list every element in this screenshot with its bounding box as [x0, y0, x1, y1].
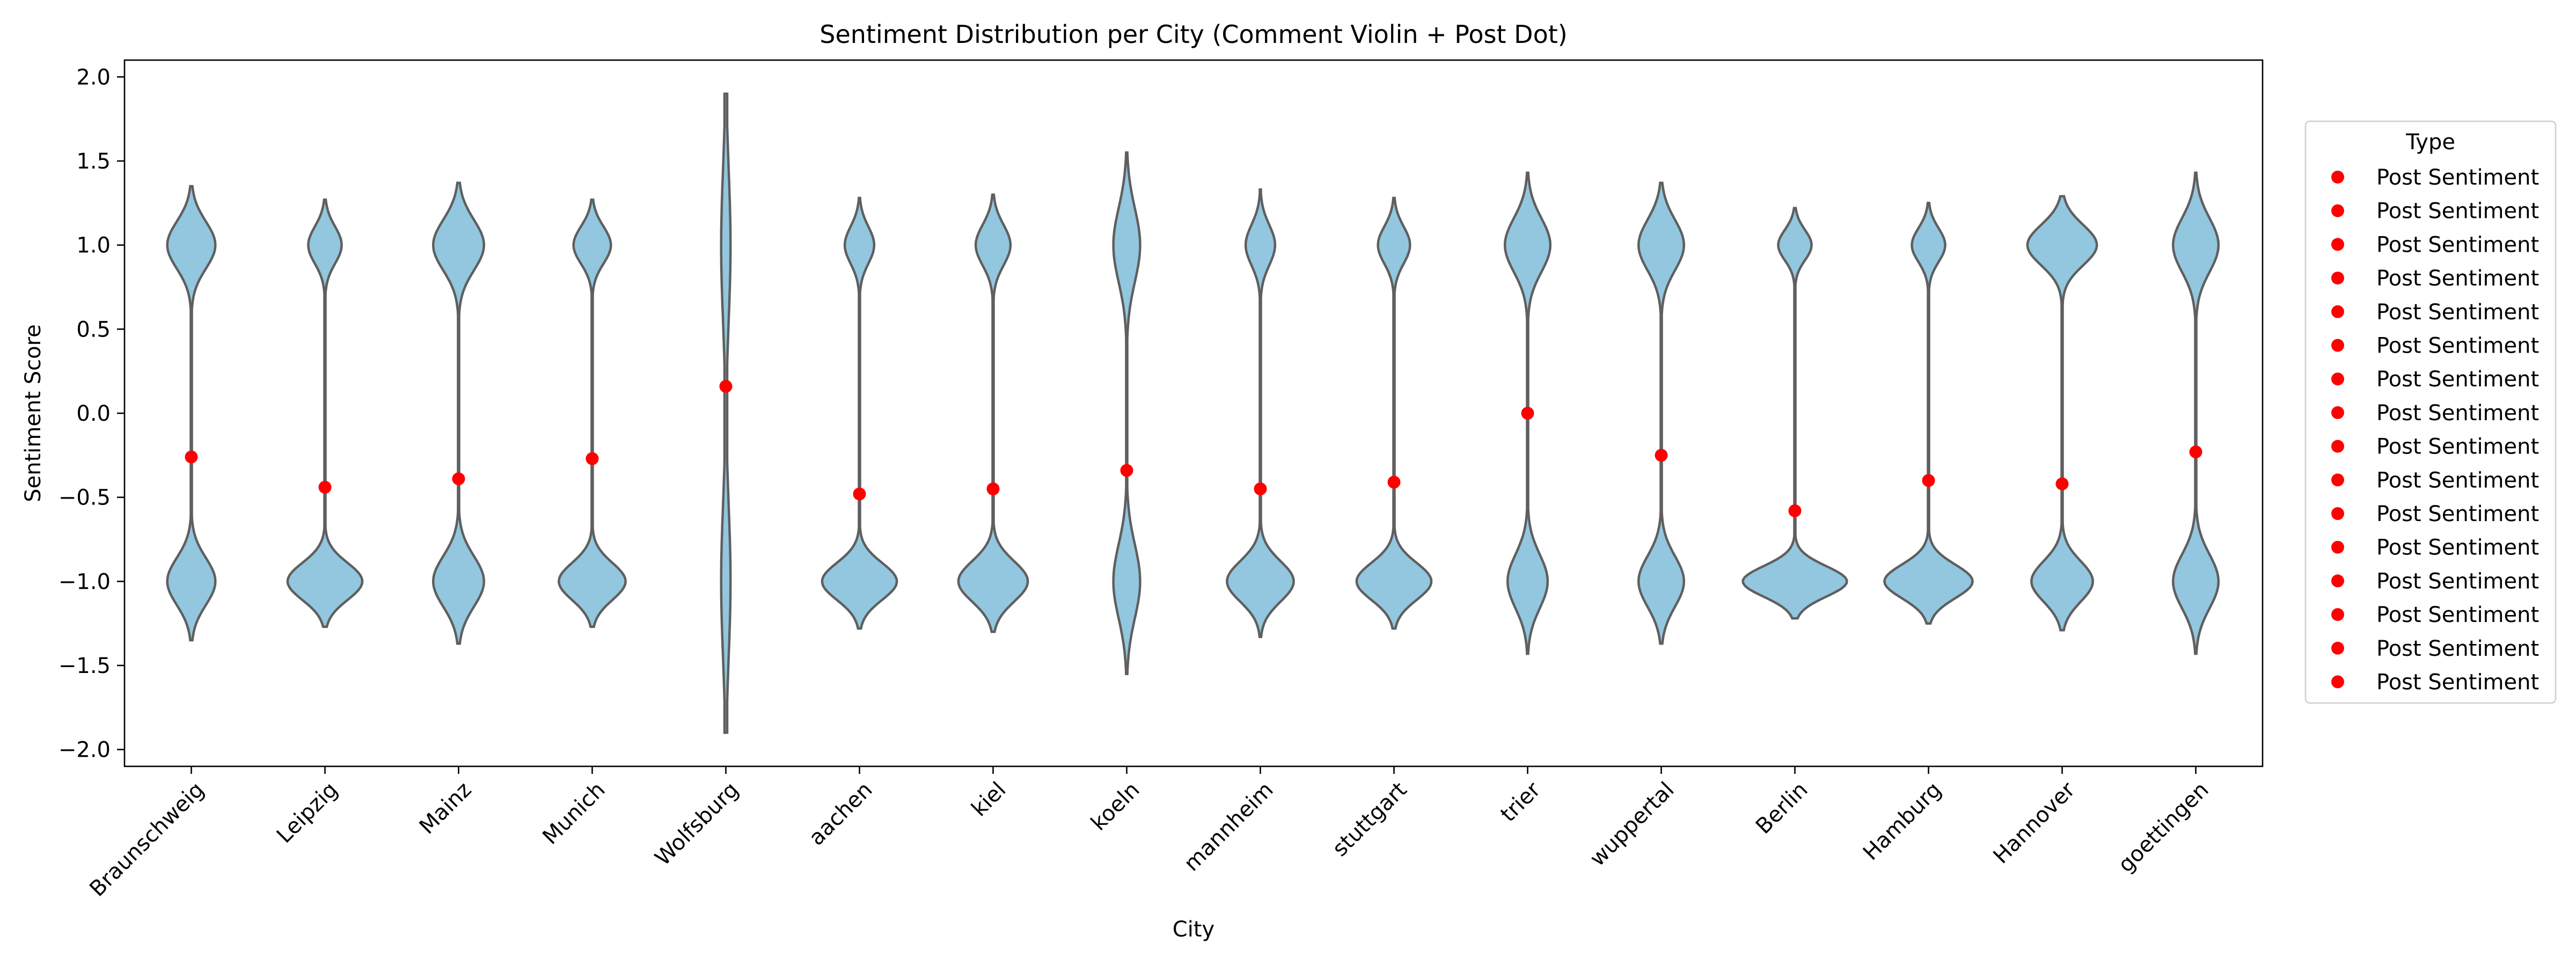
post-dot-hannover — [2055, 477, 2069, 491]
legend-marker — [2331, 507, 2344, 520]
post-dot-stuttgart — [1387, 475, 1401, 489]
post-dot-trier — [1521, 407, 1534, 420]
violin-wolfsburg — [720, 92, 732, 734]
post-dot-leipzig — [318, 480, 332, 494]
legend-entry-label: Post Sentiment — [2376, 670, 2539, 695]
legend-marker — [2331, 171, 2344, 184]
legend-marker — [2331, 641, 2344, 655]
legend-entry-label: Post Sentiment — [2376, 468, 2539, 493]
violin-aachen — [821, 196, 898, 630]
y-axis-label: Sentiment Score — [21, 324, 46, 502]
legend-marker — [2331, 608, 2344, 621]
legend-marker — [2331, 406, 2344, 419]
legend-entry-label: Post Sentiment — [2376, 232, 2539, 257]
legend-marker — [2331, 675, 2344, 689]
post-dot-berlin — [1788, 504, 1802, 517]
legend-marker — [2331, 440, 2344, 453]
post-dot-wolfsburg — [719, 379, 733, 393]
violin-wuppertal — [1637, 181, 1686, 645]
y-tick-label: −0.5 — [58, 486, 111, 510]
y-tick-label: 0.5 — [76, 317, 111, 342]
post-dot-mainz — [452, 472, 465, 486]
legend-entry-label: Post Sentiment — [2376, 502, 2539, 526]
legend-entry-label: Post Sentiment — [2376, 334, 2539, 358]
post-dot-goettingen — [2189, 445, 2202, 459]
violin-braunschweig — [166, 185, 217, 642]
post-dot-aachen — [853, 487, 866, 501]
x-axis-label: City — [1173, 917, 1214, 942]
legend-entry-label: Post Sentiment — [2376, 401, 2539, 426]
legend-marker — [2331, 272, 2344, 285]
legend-marker — [2331, 238, 2344, 251]
legend-marker — [2331, 540, 2344, 554]
y-tick-label: 0.0 — [76, 401, 111, 426]
legend-entries: Post Sentiment Post Sentiment Post Sentime… — [2331, 165, 2539, 695]
violins-layer — [166, 92, 2220, 734]
violin-goettingen — [2171, 171, 2220, 655]
post-dots-layer — [185, 379, 2202, 517]
legend-entry-label: Post Sentiment — [2376, 536, 2539, 560]
legend-marker — [2331, 204, 2344, 217]
legend-entry-label: Post Sentiment — [2376, 300, 2539, 325]
legend-entry-label: Post Sentiment — [2376, 435, 2539, 459]
y-tick-label: −2.0 — [58, 738, 111, 763]
violin-berlin — [1741, 207, 1848, 620]
post-dot-koeln — [1120, 464, 1133, 477]
legend-entry-label: Post Sentiment — [2376, 199, 2539, 224]
legend-marker — [2331, 473, 2344, 487]
legend-entry-label: Post Sentiment — [2376, 569, 2539, 594]
legend-entry-label: Post Sentiment — [2376, 603, 2539, 627]
chart-title: Sentiment Distribution per City (Comment… — [819, 20, 1567, 49]
post-dot-munich — [586, 452, 599, 465]
y-tick-label: −1.0 — [58, 569, 111, 594]
post-dot-braunschweig — [185, 450, 198, 464]
legend-entry-label: Post Sentiment — [2376, 165, 2539, 190]
legend-marker — [2331, 574, 2344, 588]
y-tick-label: 1.0 — [76, 233, 111, 258]
legend-marker — [2331, 305, 2344, 318]
y-axis: −2.0 −1.5 −1.0 −0.5 0.0 0.5 1.0 1.5 2.0 — [58, 65, 125, 763]
y-tick-label: 2.0 — [76, 65, 111, 90]
legend-marker — [2331, 372, 2344, 386]
legend-marker — [2331, 339, 2344, 352]
post-dot-wuppertal — [1655, 449, 1668, 462]
violin-mainz — [431, 181, 486, 645]
violin-koeln — [1112, 151, 1141, 675]
violin-munich — [558, 198, 627, 628]
y-tick-label: −1.5 — [58, 654, 111, 678]
post-dot-hamburg — [1922, 474, 1935, 487]
post-dot-mannheim — [1254, 482, 1267, 495]
post-dot-kiel — [986, 482, 1000, 495]
legend-entry-label: Post Sentiment — [2376, 636, 2539, 661]
y-tick-label: 1.5 — [76, 149, 111, 174]
legend-entry-label: Post Sentiment — [2376, 266, 2539, 291]
legend-entry-label: Post Sentiment — [2376, 367, 2539, 392]
legend-title: Type — [2405, 130, 2455, 155]
legend-box — [2304, 120, 2557, 704]
